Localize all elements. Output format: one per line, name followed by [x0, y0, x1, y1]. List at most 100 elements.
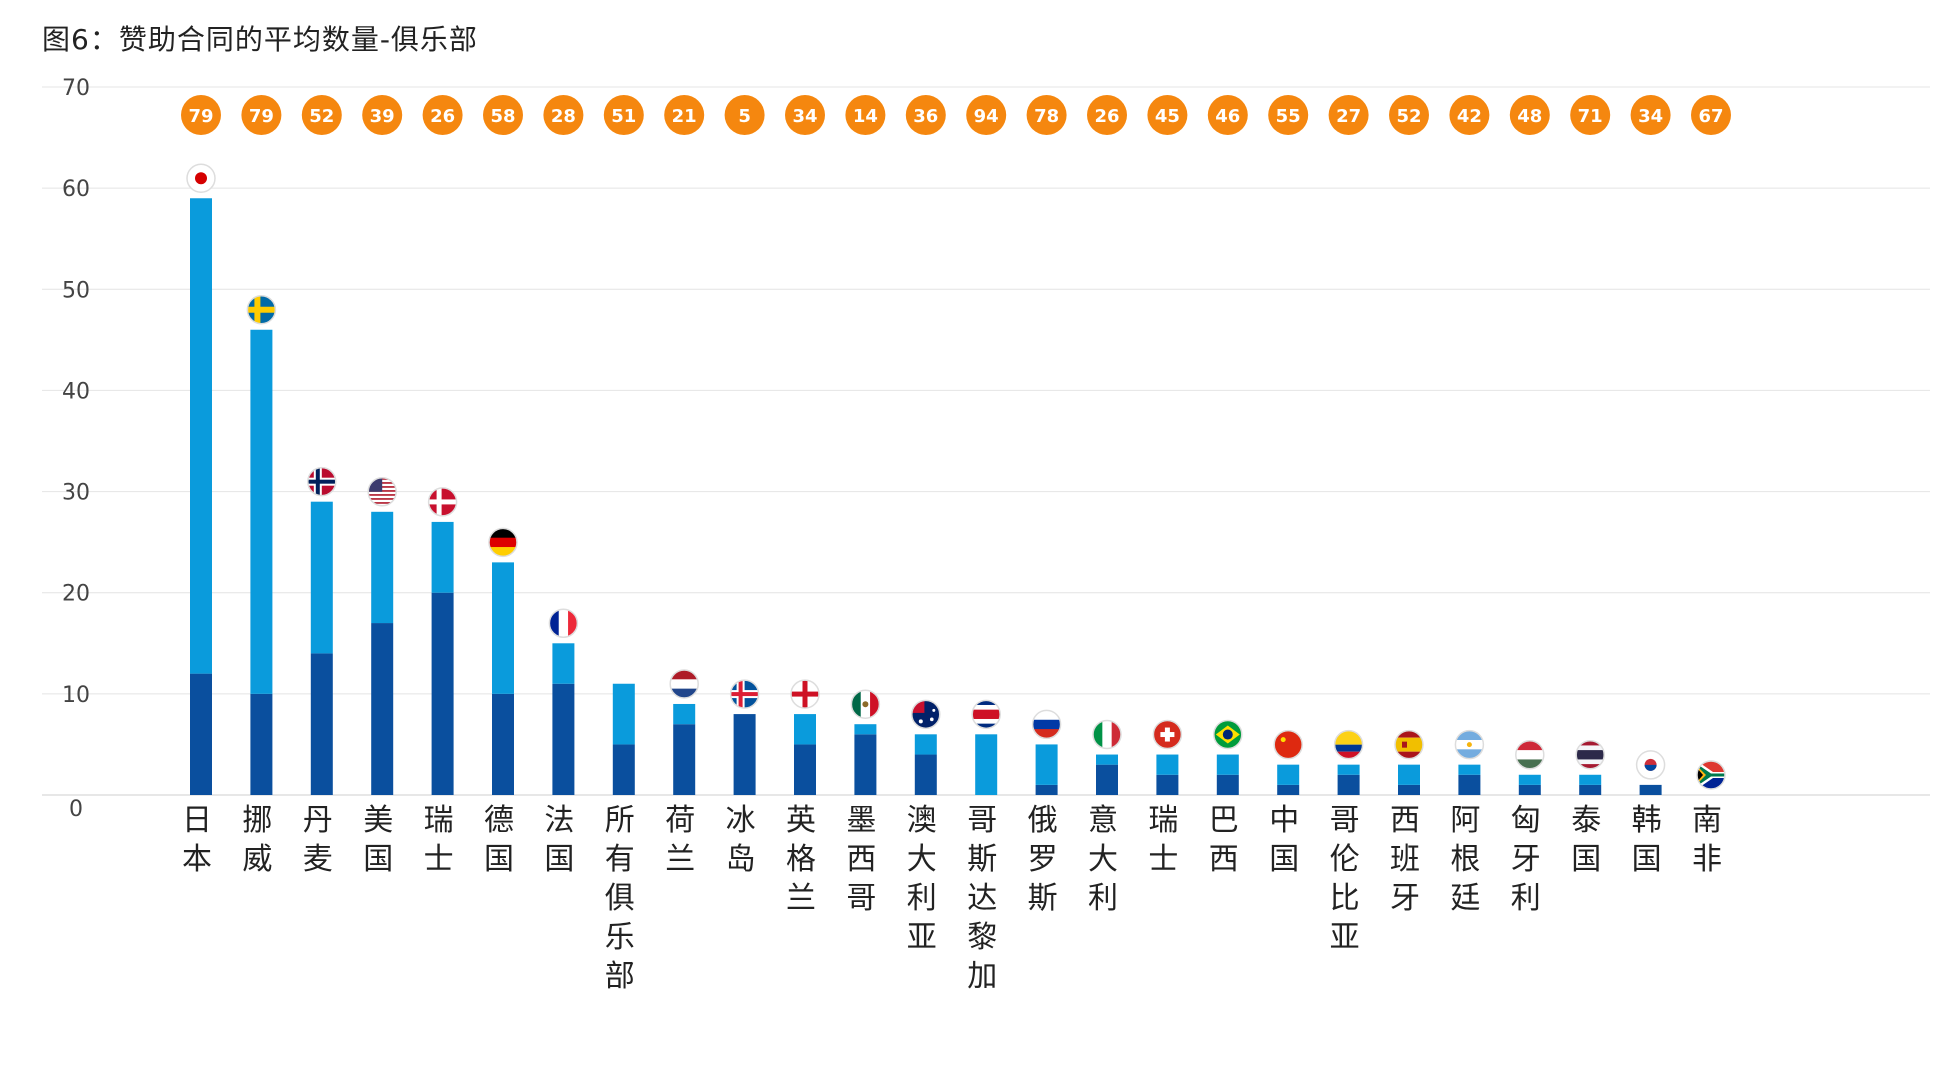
- count-badge-label: 45: [1155, 106, 1180, 127]
- x-tick-label-char: 大: [907, 842, 937, 877]
- bar-dark-segment: [190, 673, 212, 795]
- mexico-flag-icon: [850, 689, 881, 719]
- x-tick-label-char: 加: [967, 959, 997, 994]
- bar-light-segment: [1337, 764, 1360, 775]
- russia-flag-icon: [1031, 709, 1062, 740]
- count-badges: 79 79 52 39 26 58 28 51 21 5 34 14 36 94 78 26 45 46 55 27 5…: [181, 95, 1731, 135]
- x-tick-label-char: 利: [907, 881, 937, 916]
- x-tick-label-char: 利: [1511, 881, 1541, 916]
- bar-dark-segment: [1337, 774, 1360, 795]
- x-tick-label-char: 非: [1692, 842, 1722, 877]
- x-tick-label-char: 兰: [665, 842, 695, 877]
- x-tick-label-char: 挪: [242, 803, 272, 838]
- x-tick-label-char: 根: [1450, 842, 1480, 877]
- bar-light-segment: [1579, 774, 1602, 785]
- count-badge: [1207, 95, 1248, 135]
- bar-dark-segment: [914, 754, 937, 795]
- x-tick-label-char: 俱: [605, 881, 635, 916]
- bar-light-segment: [250, 329, 273, 694]
- spain-flag-icon: [1394, 729, 1424, 760]
- x-tick-label-char: 格: [786, 842, 816, 877]
- x-tick-label-char: 士: [1148, 842, 1178, 877]
- x-tick-label-char: 亚: [1330, 920, 1360, 955]
- x-tick-label-char: 墨: [846, 803, 876, 838]
- count-badge: [1570, 95, 1611, 135]
- bar-dark-segment: [1096, 764, 1118, 795]
- colombia-flag-icon: [1333, 729, 1364, 760]
- bar-light-segment: [1096, 754, 1118, 765]
- x-tick-label-char: 廷: [1450, 881, 1480, 916]
- x-tick-label-char: 兰: [786, 881, 816, 916]
- bar-dark-segment: [1398, 784, 1420, 795]
- brazil-flag-icon: [1213, 719, 1243, 750]
- x-tick-label-char: 亚: [907, 920, 937, 955]
- bar-dark-segment: [1458, 774, 1481, 795]
- count-badge: [241, 95, 282, 135]
- x-tick-label-char: 国: [1571, 842, 1601, 877]
- count-badge: [1268, 95, 1309, 135]
- count-badge: [181, 95, 221, 135]
- bar-light-segment: [673, 703, 696, 725]
- bar-dark-segment: [371, 623, 394, 795]
- count-badge-label: 46: [1215, 106, 1240, 127]
- bar-dark-segment: [1035, 784, 1058, 795]
- x-tick-label-char: 俄: [1028, 803, 1058, 838]
- x-tick-label-char: 瑞: [424, 803, 454, 838]
- sweden-flag-icon: [246, 294, 277, 325]
- x-tick-label-char: 达: [967, 881, 997, 916]
- iceland-flag-icon: [729, 679, 760, 709]
- count-badge: [1328, 95, 1369, 135]
- count-badge-label: 34: [792, 106, 817, 127]
- count-badge-label: 79: [249, 106, 274, 127]
- bar-light-segment: [794, 714, 816, 745]
- y-tick-label: 20: [62, 582, 90, 607]
- count-badge: [1147, 95, 1188, 135]
- bar-dark-segment: [1277, 784, 1300, 795]
- bar-dark-segment: [1639, 784, 1662, 795]
- count-badge-label: 52: [1396, 106, 1421, 127]
- x-tick-label-char: 本: [182, 842, 212, 877]
- bar-dark-segment: [794, 744, 816, 795]
- bar-light-segment: [1458, 764, 1481, 775]
- australia-flag-icon: [911, 699, 941, 730]
- x-tick-label-char: 威: [242, 842, 272, 877]
- thailand-flag-icon: [1575, 740, 1605, 770]
- x-tick-label-char: 美: [363, 803, 393, 838]
- y-tick-label: 0: [69, 797, 83, 822]
- x-tick-label-char: 利: [1088, 881, 1118, 916]
- count-badge-label: 42: [1457, 106, 1482, 127]
- count-badge-label: 5: [738, 106, 751, 127]
- x-tick-label-char: 士: [424, 842, 454, 877]
- count-badge: [362, 95, 403, 135]
- costa-rica-flag-icon: [971, 699, 1001, 730]
- x-tick-label-char: 西: [1209, 842, 1239, 877]
- x-tick-label-char: 牙: [1511, 842, 1541, 877]
- count-badge: [1509, 95, 1550, 135]
- count-badge-label: 78: [1034, 106, 1059, 127]
- count-badge-label: 21: [672, 106, 697, 127]
- bar-dark-segment: [492, 693, 514, 795]
- x-tick-label-char: 比: [1330, 881, 1360, 916]
- count-badge: [785, 95, 825, 135]
- count-badge: [1087, 95, 1127, 135]
- bar-dark-segment: [612, 744, 635, 795]
- x-tick-label-char: 丹: [303, 803, 333, 838]
- x-tick-label-char: 阿: [1450, 803, 1480, 838]
- bar-dark-segment: [1518, 784, 1541, 795]
- x-tick-label-char: 南: [1692, 803, 1722, 838]
- count-badge-label: 58: [490, 106, 515, 127]
- bar-light-segment: [854, 724, 877, 735]
- x-tick-label-char: 岛: [726, 842, 756, 877]
- count-badge-label: 28: [551, 106, 576, 127]
- bar-light-segment: [371, 511, 394, 624]
- bar-dark-segment: [854, 734, 877, 795]
- x-tick-label-char: 黎: [967, 920, 997, 955]
- bar-light-segment: [1518, 774, 1541, 785]
- bars: [190, 198, 1662, 795]
- chart-title: 图6：赞助合同的平均数量-俱乐部: [42, 23, 478, 56]
- y-tick-label: 10: [62, 683, 90, 708]
- y-tick-label: 40: [62, 379, 90, 404]
- bar-dark-segment: [1156, 774, 1179, 795]
- argentina-flag-icon: [1454, 729, 1485, 760]
- x-tick-label-char: 西: [1390, 803, 1420, 838]
